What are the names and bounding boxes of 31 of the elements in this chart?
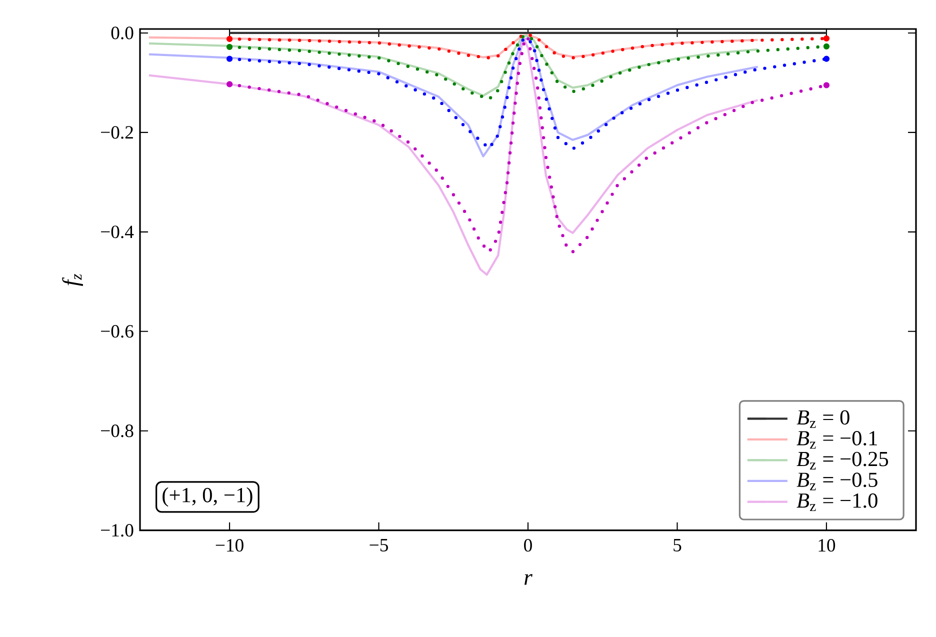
annotation: (+1, 0, −1)	[162, 487, 252, 507]
x-tick-label: −10	[216, 539, 244, 552]
point	[823, 43, 830, 50]
x-tick-label: 0	[524, 539, 532, 552]
y-tick-label: −0.4	[101, 226, 134, 238]
legend-label: B$_{z}$ = −0.5	[796, 472, 878, 490]
line-series	[148, 36, 759, 276]
point	[823, 56, 830, 62]
x-axis-title: r	[524, 574, 532, 585]
legend-label: B$_{z}$ = −1.0	[796, 493, 878, 512]
point	[226, 36, 233, 42]
legend-label: B$_{z}$ = −0.25	[796, 452, 888, 470]
y-tick-label: −0.6	[101, 325, 134, 338]
x-tick-label: 5	[674, 539, 682, 552]
y-tick-label: −1.0	[101, 524, 134, 537]
line-series	[148, 36, 759, 158]
line-series	[148, 34, 759, 58]
y-axis-title: f$_{z}$	[62, 274, 83, 286]
y-tick-label: 0.0	[111, 26, 134, 40]
x-tick-label: 10	[818, 539, 836, 552]
legend-label: B$_{z}$ = −0.1	[796, 431, 877, 449]
point	[823, 82, 830, 88]
point	[226, 44, 233, 50]
line-series	[148, 34, 759, 97]
point	[226, 56, 233, 62]
y-tick-label: −0.8	[101, 424, 134, 438]
y-tick-label: −0.2	[101, 126, 133, 139]
point	[226, 81, 233, 88]
x-tick-label: −5	[370, 539, 388, 552]
point	[823, 35, 830, 42]
legend-label: B$_{z}$ = 0	[796, 410, 850, 428]
